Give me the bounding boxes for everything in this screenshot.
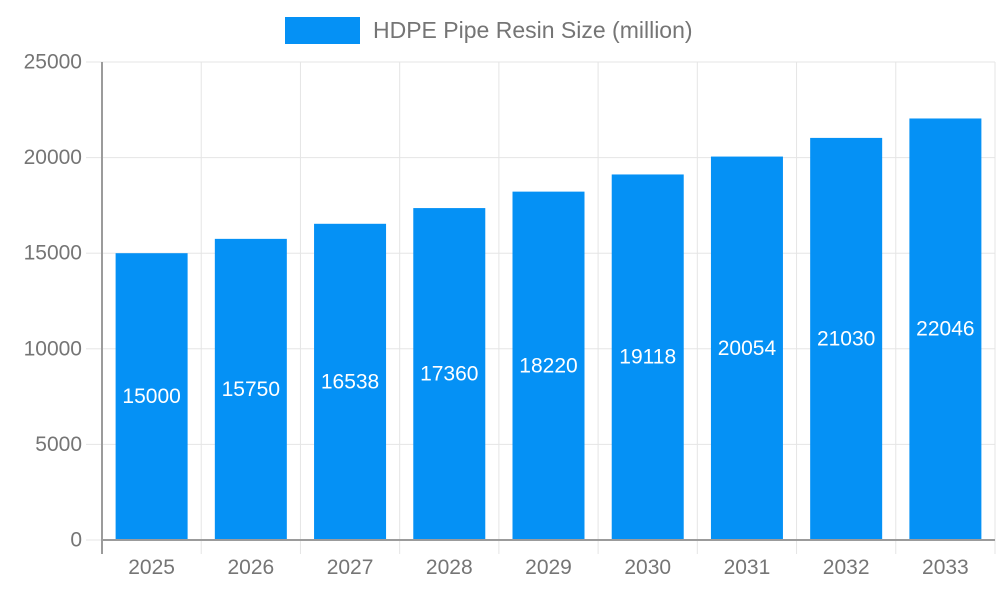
x-axis-label: 2029 bbox=[525, 556, 572, 579]
bar-2029 bbox=[512, 191, 585, 540]
y-tick-label: 15000 bbox=[24, 242, 82, 265]
bar-value-label: 21030 bbox=[817, 327, 875, 350]
bar-2032 bbox=[810, 137, 883, 540]
y-tick-label: 25000 bbox=[24, 51, 82, 74]
x-axis-label: 2032 bbox=[823, 556, 870, 579]
bar-2031 bbox=[710, 156, 783, 541]
bar-value-label: 18220 bbox=[519, 354, 577, 377]
x-axis-label: 2027 bbox=[327, 556, 374, 579]
bar-2028 bbox=[413, 208, 486, 541]
bar-value-label: 15000 bbox=[122, 385, 180, 408]
bar-value-label: 20054 bbox=[718, 337, 777, 360]
x-axis-label: 2030 bbox=[624, 556, 671, 579]
bar-value-label: 15750 bbox=[222, 378, 280, 401]
y-tick-label: 20000 bbox=[24, 146, 82, 169]
x-axis-label: 2025 bbox=[128, 556, 175, 579]
bar-2026 bbox=[214, 238, 287, 541]
x-axis-label: 2028 bbox=[426, 556, 473, 579]
bar-value-label: 19118 bbox=[619, 346, 676, 369]
bar-2027 bbox=[314, 223, 387, 540]
x-axis-label: 2033 bbox=[922, 556, 969, 579]
bar-2033 bbox=[909, 118, 982, 541]
bar-value-label: 17360 bbox=[420, 363, 478, 386]
bar-2025 bbox=[115, 253, 188, 540]
x-axis-label: 2026 bbox=[227, 556, 274, 579]
bar-value-label: 22046 bbox=[916, 318, 974, 341]
y-tick-label: 5000 bbox=[35, 433, 82, 456]
bar-2030 bbox=[611, 174, 684, 540]
legend-label: HDPE Pipe Resin Size (million) bbox=[373, 17, 693, 43]
y-tick-label: 10000 bbox=[24, 337, 82, 360]
bar-value-label: 16538 bbox=[321, 370, 379, 393]
x-axis-label: 2031 bbox=[724, 556, 771, 579]
legend-swatch-icon bbox=[285, 17, 360, 44]
legend: HDPE Pipe Resin Size (million) bbox=[285, 17, 693, 44]
y-tick-label: 0 bbox=[70, 529, 82, 552]
